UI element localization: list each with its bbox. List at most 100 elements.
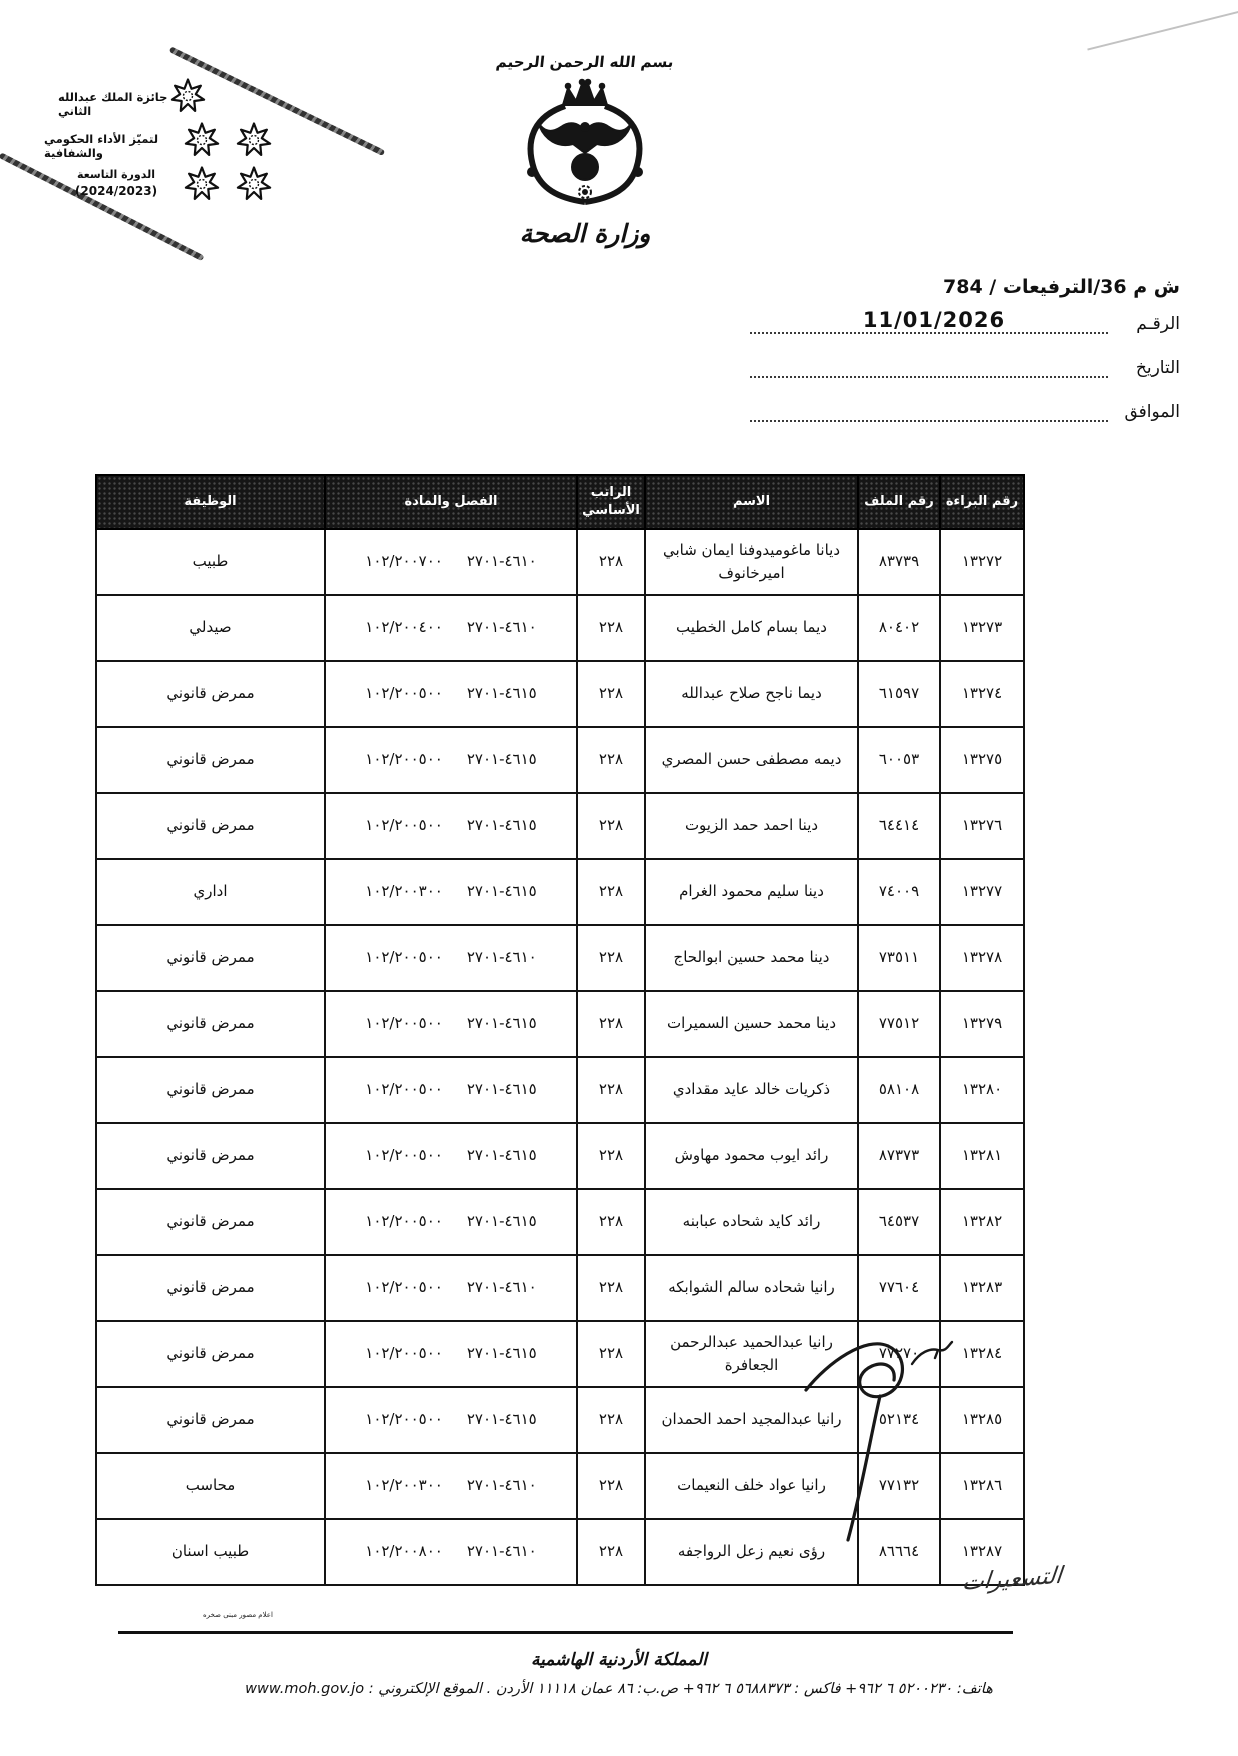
cell-employee-name: ديانا ماغوميدوفنا ايمان شابي اميرخانوف (644, 528, 859, 596)
table-row: ١٣٢٧٤ ٦١٥٩٧ ديما ناجح صلاح عبدالله ٢٢٨ ١٠٢/٢… (95, 660, 1025, 728)
cell-decree-number: ١٣٢٨٦ (939, 1452, 1025, 1520)
chapter-code: ٤٦١٥-٢٧٠١ (466, 1212, 537, 1231)
cell-basic-salary: ٢٢٨ (576, 1122, 646, 1190)
jordan-coat-of-arms-icon (527, 78, 643, 205)
kingdom-name: المملكة الأردنية الهاشمية (531, 1650, 707, 1670)
seven-pointed-star-icon (184, 122, 220, 158)
column-header: الفصل والمادة (324, 474, 578, 530)
cell-decree-number: ١٣٢٧٦ (939, 792, 1025, 860)
cell-job-title: ممرض قانوني (95, 1254, 326, 1322)
cell-chapter-and-article: ١٠٢/٢٠٠٤٠٠ ٤٦١٠-٢٧٠١ (324, 594, 578, 662)
cell-basic-salary: ٢٢٨ (576, 1254, 646, 1322)
cell-decree-number: ١٣٢٧٩ (939, 990, 1025, 1058)
cell-chapter-and-article: ١٠٢/٢٠٠٥٠٠ ٤٦١٥-٢٧٠١ (324, 660, 578, 728)
table-row: ١٣٢٨٤ ٧٧٢٧٠ رانيا عبدالحميد عبدالرحمن الجع… (95, 1320, 1025, 1388)
signature-scribble (804, 1342, 904, 1542)
cell-file-number: ٦١٥٩٧ (857, 660, 941, 728)
article-code: ١٠٢/٢٠٠٥٠٠ (365, 684, 443, 703)
chapter-code: ٤٦١٥-٢٧٠١ (466, 882, 537, 901)
cell-basic-salary: ٢٢٨ (576, 528, 646, 596)
cell-chapter-and-article: ١٠٢/٢٠٠٧٠٠ ٤٦١٠-٢٧٠١ (324, 528, 578, 596)
cell-decree-number: ١٣٢٨٣ (939, 1254, 1025, 1322)
handwritten-initials (910, 1340, 954, 1366)
cell-chapter-and-article: ١٠٢/٢٠٠٨٠٠ ٤٦١٠-٢٧٠١ (324, 1518, 578, 1586)
cell-job-title: ممرض قانوني (95, 1188, 326, 1256)
tiny-print-note: اعلام مصور مبنى صخره (203, 1611, 273, 1619)
cell-employee-name: دينا محمد حسين السميرات (644, 990, 859, 1058)
cell-decree-number: ١٣٢٨١ (939, 1122, 1025, 1190)
chapter-code: ٤٦١٠-٢٧٠١ (466, 1278, 537, 1297)
table-row: ١٣٢٨٢ ٦٤٥٣٧ رائد كايد شحاده عبابنه ٢٢٨ ١٠٢/٢… (95, 1188, 1025, 1256)
table-row: ١٣٢٧٦ ٦٤٤١٤ دينا احمد حمد الزيوت ٢٢٨ ١٠٢/٢٠٠… (95, 792, 1025, 860)
cell-decree-number: ١٣٢٨٠ (939, 1056, 1025, 1124)
cell-chapter-and-article: ١٠٢/٢٠٠٥٠٠ ٤٦١٥-٢٧٠١ (324, 1056, 578, 1124)
cell-job-title: ممرض قانوني (95, 990, 326, 1058)
promotions-table: رقم البراءة رقم الملف الاسم الراتب الأساسي ا… (95, 474, 1025, 1586)
article-code: ١٠٢/٢٠٠٥٠٠ (365, 1146, 443, 1165)
cell-job-title: ممرض قانوني (95, 1056, 326, 1124)
cell-employee-name: ديما ناجح صلاح عبدالله (644, 660, 859, 728)
award-session: الدورة التاسعة (77, 168, 155, 181)
chapter-code: ٤٦١٠-٢٧٠١ (466, 1476, 537, 1495)
number-field-line: 11/01/2026 (750, 308, 1108, 334)
cell-employee-name: رانيا عبدالحميد عبدالرحمن الجعافرة (644, 1320, 859, 1388)
article-code: ١٠٢/٢٠٠٥٠٠ (365, 1080, 443, 1099)
approved-field-label: الموافق (1124, 402, 1180, 422)
king-abdullah-award-stamp: جائزة الملك عبدالله الثاني لتميّز الأداء… (0, 46, 386, 262)
cell-basic-salary: ٢٢٨ (576, 1386, 646, 1454)
cell-employee-name: ديمه مصطفى حسن المصري (644, 726, 859, 794)
cell-employee-name: ديما بسام كامل الخطيب (644, 594, 859, 662)
cell-basic-salary: ٢٢٨ (576, 858, 646, 926)
cell-file-number: ٧٧١٣٢ (857, 1452, 941, 1520)
chapter-code: ٤٦١٥-٢٧٠١ (466, 1146, 537, 1165)
cell-file-number: ٧٧٦٠٤ (857, 1254, 941, 1322)
cell-file-number: ٧٧٥١٢ (857, 990, 941, 1058)
cell-chapter-and-article: ١٠٢/٢٠٠٥٠٠ ٤٦١٥-٢٧٠١ (324, 1386, 578, 1454)
cell-file-number: ٦٤٥٣٧ (857, 1188, 941, 1256)
ministry-of-health-calligraphy: وزارة الصحة (519, 219, 651, 248)
cell-chapter-and-article: ١٠٢/٢٠٠٥٠٠ ٤٦١٥-٢٧٠١ (324, 990, 578, 1058)
cell-basic-salary: ٢٢٨ (576, 1518, 646, 1586)
bismillah-calligraphy: بسم الله الرحمن الرحيم (495, 53, 675, 71)
article-code: ١٠٢/٢٠٠٣٠٠ (365, 882, 443, 901)
table-row: ١٣٢٨١ ٨٧٣٧٣ رائد ايوب محمود مهاوش ٢٢٨ ١٠٢/٢٠… (95, 1122, 1025, 1190)
cell-chapter-and-article: ١٠٢/٢٠٠٣٠٠ ٤٦١٥-٢٧٠١ (324, 858, 578, 926)
chapter-code: ٤٦١٥-٢٧٠١ (466, 750, 537, 769)
column-header: الوظيفة (95, 474, 326, 530)
chapter-code: ٤٦١٥-٢٧٠١ (466, 1014, 537, 1033)
table-row: ١٣٢٧٨ ٧٣٥١١ دينا محمد حسين ابوالحاج ٢٢٨ ١٠٢/… (95, 924, 1025, 992)
cell-employee-name: رانيا عواد خلف النعيمات (644, 1452, 859, 1520)
approved-field-line (750, 400, 1108, 422)
cell-employee-name: رائد كايد شحاده عبابنه (644, 1188, 859, 1256)
chapter-code: ٤٦١٥-٢٧٠١ (466, 1344, 537, 1363)
table-row: ١٣٢٧٣ ٨٠٤٠٢ ديما بسام كامل الخطيب ٢٢٨ ١٠٢/٢٠… (95, 594, 1025, 662)
article-code: ١٠٢/٢٠٠٥٠٠ (365, 1410, 443, 1429)
cell-file-number: ٦٤٤١٤ (857, 792, 941, 860)
table-row: ١٣٢٧٢ ٨٣٧٣٩ ديانا ماغوميدوفنا ايمان شابي ا… (95, 528, 1025, 596)
cell-file-number: ٨٣٧٣٩ (857, 528, 941, 596)
cell-chapter-and-article: ١٠٢/٢٠٠٥٠٠ ٤٦١٠-٢٧٠١ (324, 1254, 578, 1322)
cell-basic-salary: ٢٢٨ (576, 594, 646, 662)
column-header: رقم الملف (857, 474, 941, 530)
article-code: ١٠٢/٢٠٠٥٠٠ (365, 1344, 443, 1363)
cell-employee-name: دينا سليم محمود الغرام (644, 858, 859, 926)
cell-decree-number: ١٣٢٧٤ (939, 660, 1025, 728)
article-code: ١٠٢/٢٠٠٣٠٠ (365, 1476, 443, 1495)
cell-file-number: ٨٧٣٧٣ (857, 1122, 941, 1190)
chapter-code: ٤٦١٥-٢٧٠١ (466, 816, 537, 835)
cell-file-number: ٧٤٠٠٩ (857, 858, 941, 926)
seven-pointed-star-icon (184, 166, 220, 202)
date-field-label: التاريخ (1135, 358, 1180, 378)
table-row: ١٣٢٧٧ ٧٤٠٠٩ دينا سليم محمود الغرام ٢٢٨ ١٠٢/٢… (95, 858, 1025, 926)
cell-file-number: ٧٣٥١١ (857, 924, 941, 992)
reference-block: ش م 36/الترفيعات / 784 الرقـم 11/01/2026… (750, 276, 1180, 422)
cell-basic-salary: ٢٢٨ (576, 924, 646, 992)
stamped-date-value: 11/01/2026 (862, 308, 1006, 332)
chapter-code: ٤٦١٠-٢٧٠١ (466, 618, 537, 637)
scan-artifact-line (1087, 7, 1238, 51)
cell-basic-salary: ٢٢٨ (576, 726, 646, 794)
cell-job-title: طبيب اسنان (95, 1518, 326, 1586)
award-subtitle: لتميّز الأداء الحكومي والشفافية (44, 132, 159, 160)
column-header: رقم البراءة (939, 474, 1025, 530)
footer-contact-info: هاتف: ٥٢٠٠٢٣٠ ٦ ٩٦٢+ فاكس : ٥٦٨٨٣٧٣ ٦ ٩٦… (245, 1681, 993, 1697)
